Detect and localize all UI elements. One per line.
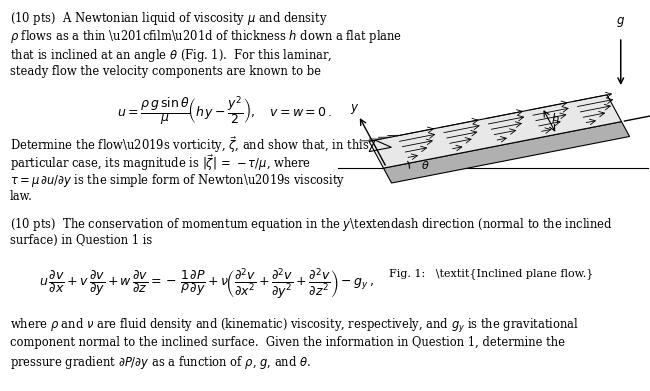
Text: that is inclined at an angle $\theta$ (Fig. 1).  For this laminar,: that is inclined at an angle $\theta$ (F… — [10, 47, 332, 63]
Text: Determine the flow\u2019s vorticity, $\vec{\zeta}$, and show that, in this: Determine the flow\u2019s vorticity, $\v… — [10, 135, 369, 155]
Text: $y$: $y$ — [350, 102, 359, 116]
Text: $u\,\dfrac{\partial v}{\partial x} + v\,\dfrac{\partial v}{\partial y} + w\,\dfr: $u\,\dfrac{\partial v}{\partial x} + v\,… — [39, 267, 374, 301]
Text: $\tau = \mu\,\partial u/\partial y$ is the simple form of Newton\u2019s viscosit: $\tau = \mu\,\partial u/\partial y$ is t… — [10, 172, 345, 188]
Text: surface) in Question 1 is: surface) in Question 1 is — [10, 234, 152, 247]
Text: steady flow the velocity components are known to be: steady flow the velocity components are … — [10, 65, 320, 78]
Text: $\theta$: $\theta$ — [421, 159, 429, 171]
Text: pressure gradient $\partial P/\partial y$ as a function of $\rho$, $g$, and $\th: pressure gradient $\partial P/\partial y… — [10, 354, 311, 371]
Text: law.: law. — [10, 190, 32, 203]
Text: Fig. 1:   \textit{Inclined plane flow.}: Fig. 1: \textit{Inclined plane flow.} — [389, 269, 593, 280]
Text: (10 pts)  A Newtonian liquid of viscosity $\mu$ and density: (10 pts) A Newtonian liquid of viscosity… — [10, 10, 328, 27]
Text: particular case, its magnitude is $|\vec{\zeta}|\, =\, -\tau/\mu$, where: particular case, its magnitude is $|\vec… — [10, 153, 311, 173]
Text: where $\rho$ and $\nu$ are fluid density and (kinematic) viscosity, respectively: where $\rho$ and $\nu$ are fluid density… — [10, 317, 578, 335]
Text: $h$: $h$ — [551, 112, 560, 126]
Text: $g$: $g$ — [616, 14, 625, 29]
Text: (10 pts)  The conservation of momentum equation in the $y$\textendash direction : (10 pts) The conservation of momentum eq… — [10, 216, 613, 233]
Polygon shape — [369, 95, 621, 168]
Polygon shape — [384, 122, 630, 183]
Text: $u = \dfrac{\rho\, g\,\sin\theta}{\mu}\!\left(h\,y - \dfrac{y^2}{2}\right),\quad: $u = \dfrac{\rho\, g\,\sin\theta}{\mu}\!… — [117, 95, 332, 128]
Text: $\rho$ flows as a thin \u201cfilm\u201d of thickness $h$ down a flat plane: $\rho$ flows as a thin \u201cfilm\u201d … — [10, 28, 402, 45]
Text: component normal to the inclined surface.  Given the information in Question 1, : component normal to the inclined surface… — [10, 336, 565, 349]
